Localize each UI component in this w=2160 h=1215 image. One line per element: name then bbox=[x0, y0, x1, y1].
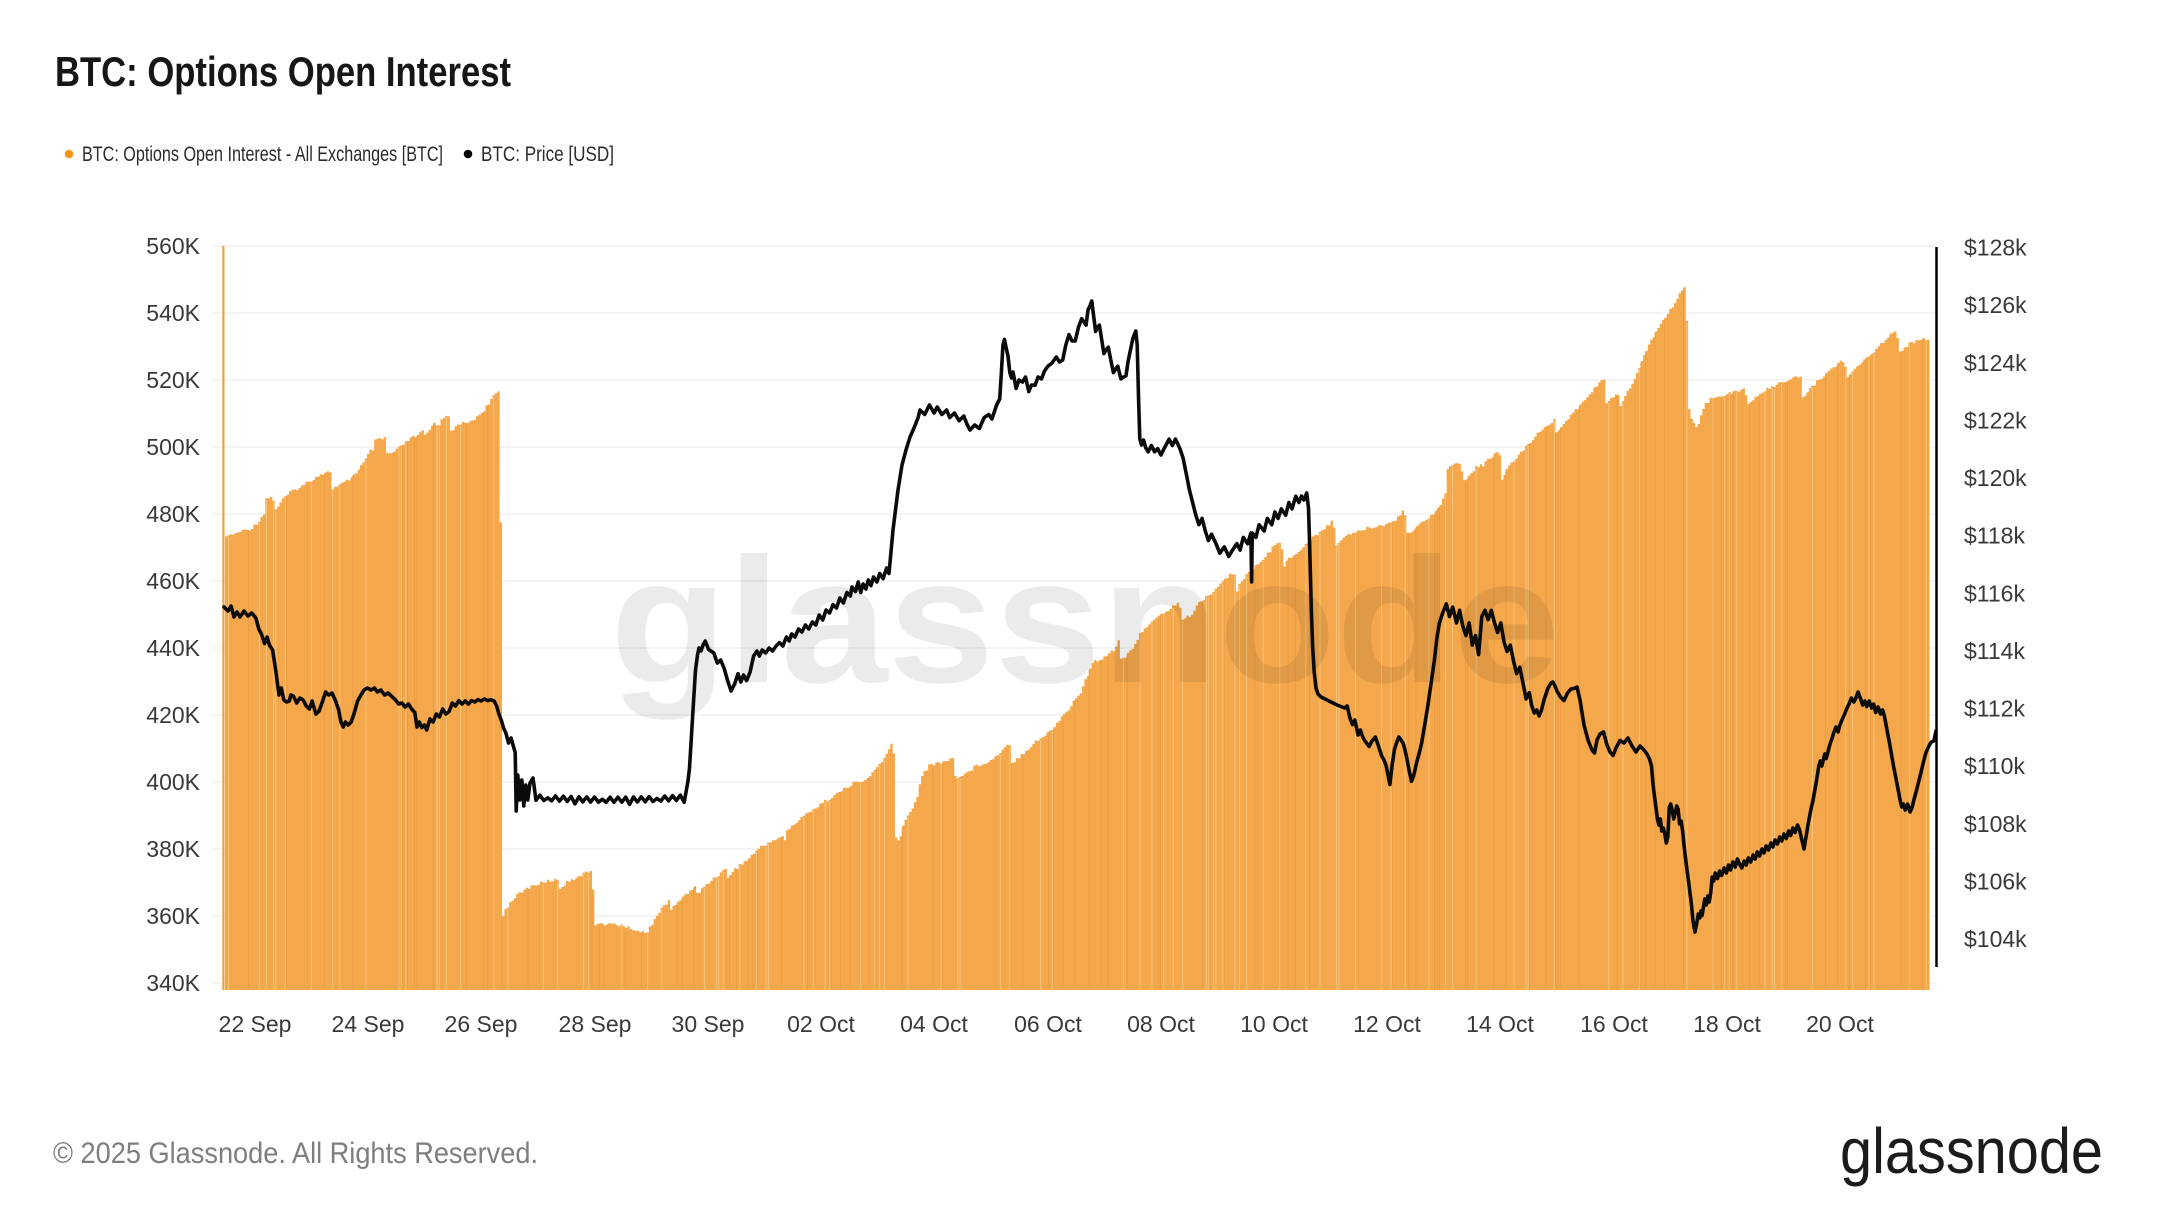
svg-text:500K: 500K bbox=[146, 434, 200, 460]
svg-text:BTC: Options Open Interest - A: BTC: Options Open Interest - All Exchang… bbox=[82, 143, 443, 166]
svg-text:08 Oct: 08 Oct bbox=[1127, 1011, 1195, 1037]
svg-text:26 Sep: 26 Sep bbox=[445, 1011, 518, 1037]
svg-text:400K: 400K bbox=[146, 769, 200, 795]
svg-text:$120k: $120k bbox=[1964, 465, 2027, 491]
svg-text:BTC: Price [USD]: BTC: Price [USD] bbox=[481, 143, 614, 166]
svg-text:560K: 560K bbox=[146, 233, 200, 259]
svg-text:440K: 440K bbox=[146, 635, 200, 661]
svg-text:$118k: $118k bbox=[1964, 523, 2025, 549]
svg-text:$128k: $128k bbox=[1964, 235, 2027, 261]
svg-text:18 Oct: 18 Oct bbox=[1693, 1011, 1761, 1037]
svg-text:$122k: $122k bbox=[1964, 407, 2027, 433]
svg-text:$126k: $126k bbox=[1964, 292, 2027, 318]
svg-text:420K: 420K bbox=[146, 702, 200, 728]
svg-text:10 Oct: 10 Oct bbox=[1240, 1011, 1308, 1037]
svg-text:$116k: $116k bbox=[1964, 580, 2025, 606]
svg-text:06 Oct: 06 Oct bbox=[1014, 1011, 1082, 1037]
svg-text:30 Sep: 30 Sep bbox=[672, 1011, 745, 1037]
svg-text:360K: 360K bbox=[146, 903, 200, 929]
svg-text:glassnode: glassnode bbox=[610, 521, 1560, 720]
svg-text:$106k: $106k bbox=[1964, 868, 2027, 894]
svg-text:480K: 480K bbox=[146, 501, 200, 527]
svg-text:24 Sep: 24 Sep bbox=[332, 1011, 405, 1037]
svg-text:© 2025 Glassnode. All Rights R: © 2025 Glassnode. All Rights Reserved. bbox=[53, 1137, 538, 1170]
svg-text:$112k: $112k bbox=[1964, 696, 2025, 722]
svg-text:520K: 520K bbox=[146, 367, 200, 393]
svg-text:$110k: $110k bbox=[1964, 753, 2025, 779]
svg-text:$104k: $104k bbox=[1964, 926, 2027, 952]
svg-text:02 Oct: 02 Oct bbox=[787, 1011, 855, 1037]
svg-text:20 Oct: 20 Oct bbox=[1806, 1011, 1874, 1037]
svg-text:28 Sep: 28 Sep bbox=[559, 1011, 632, 1037]
svg-text:$124k: $124k bbox=[1964, 350, 2027, 376]
svg-text:BTC: Options Open Interest: BTC: Options Open Interest bbox=[55, 48, 511, 95]
svg-text:16 Oct: 16 Oct bbox=[1580, 1011, 1648, 1037]
svg-text:460K: 460K bbox=[146, 568, 200, 594]
svg-text:$108k: $108k bbox=[1964, 811, 2027, 837]
svg-text:04 Oct: 04 Oct bbox=[900, 1011, 968, 1037]
svg-text:14 Oct: 14 Oct bbox=[1466, 1011, 1534, 1037]
svg-text:glassnode: glassnode bbox=[1840, 1115, 2103, 1187]
svg-text:22 Sep: 22 Sep bbox=[219, 1011, 292, 1037]
svg-text:540K: 540K bbox=[146, 300, 200, 326]
svg-text:380K: 380K bbox=[146, 836, 200, 862]
svg-text:12 Oct: 12 Oct bbox=[1353, 1011, 1421, 1037]
svg-text:$114k: $114k bbox=[1964, 638, 2025, 664]
svg-text:340K: 340K bbox=[146, 970, 200, 996]
